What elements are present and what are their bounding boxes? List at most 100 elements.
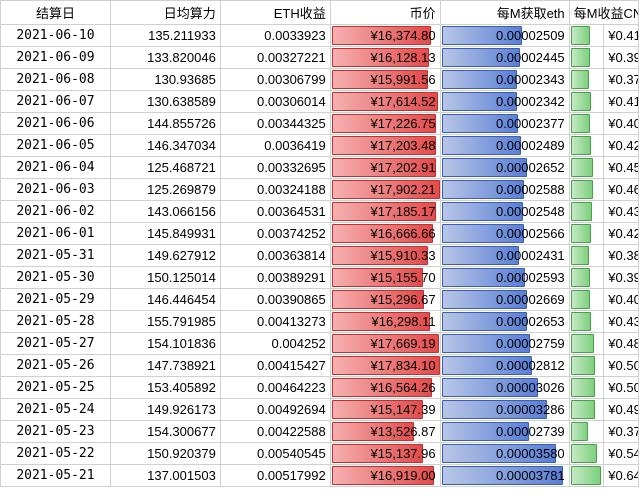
cell-date: 2021-05-21 xyxy=(1,465,111,487)
cell-price: ¥16,374.80 xyxy=(330,25,440,47)
cell-price: ¥17,202.91 xyxy=(330,157,440,179)
databar-green xyxy=(571,268,590,287)
cell-price: ¥17,185.17 xyxy=(330,201,440,223)
cell-cnybar xyxy=(569,355,604,377)
cell-pereth: 0.00002669 xyxy=(440,289,569,311)
table-row: 2021-05-26147.7389210.00415427¥17,834.10… xyxy=(1,355,639,377)
cell-eth: 0.00492694 xyxy=(220,399,330,421)
cell-eth: 0.0036419 xyxy=(220,135,330,157)
cell-text: 0.00002566 xyxy=(445,223,565,244)
cell-price: ¥15,147.39 xyxy=(330,399,440,421)
databar-green xyxy=(571,202,592,221)
cell-cnybar xyxy=(569,289,604,311)
cell-date: 2021-05-31 xyxy=(1,245,111,267)
cell-cny: ¥0.488 xyxy=(604,333,639,355)
col-header-cnybar: 每M收益CNY xyxy=(569,1,638,25)
cell-cnybar xyxy=(569,69,604,91)
cell-cnybar xyxy=(569,113,604,135)
cell-text: 0.00002759 xyxy=(445,333,565,354)
cell-cny: ¥0.501 xyxy=(604,355,639,377)
cell-pereth: 0.00002593 xyxy=(440,267,569,289)
table-row: 2021-06-03125.2698790.00324188¥17,902.21… xyxy=(1,179,639,201)
cell-pereth: 0.00002548 xyxy=(440,201,569,223)
databar-green xyxy=(571,136,592,155)
table-header-row: 结算日日均算力ETH收益币价每M获取eth每M收益CNY xyxy=(1,1,639,25)
cell-hash: 147.738921 xyxy=(110,355,220,377)
cell-text: ¥13,526.87 xyxy=(335,421,436,442)
cell-price: ¥17,902.21 xyxy=(330,179,440,201)
cell-cny: ¥0.542 xyxy=(604,443,639,465)
table-row: 2021-06-05146.3470340.0036419¥17,203.480… xyxy=(1,135,639,157)
cell-text: 0.00003026 xyxy=(445,377,565,398)
cell-text: 0.00002509 xyxy=(445,25,565,46)
cell-hash: 144.855726 xyxy=(110,113,220,135)
cell-eth: 0.00332695 xyxy=(220,157,330,179)
cell-cny: ¥0.428 xyxy=(604,223,639,245)
cell-hash: 155.791985 xyxy=(110,311,220,333)
cell-pereth: 0.00002588 xyxy=(440,179,569,201)
cell-date: 2021-06-08 xyxy=(1,69,111,91)
cell-hash: 150.920379 xyxy=(110,443,220,465)
cell-price: ¥16,298.11 xyxy=(330,311,440,333)
cell-pereth: 0.00002566 xyxy=(440,223,569,245)
cell-date: 2021-06-09 xyxy=(1,47,111,69)
databar-green xyxy=(571,466,602,485)
table-row: 2021-06-01145.8499310.00374252¥16,666.66… xyxy=(1,223,639,245)
cell-cny: ¥0.501 xyxy=(604,377,639,399)
cell-pereth: 0.00002759 xyxy=(440,333,569,355)
cell-date: 2021-05-25 xyxy=(1,377,111,399)
table-row: 2021-05-23154.3006770.00422588¥13,526.87… xyxy=(1,421,639,443)
cell-date: 2021-06-07 xyxy=(1,91,111,113)
cell-text: ¥17,226.75 xyxy=(335,113,436,134)
cell-date: 2021-05-24 xyxy=(1,399,111,421)
cell-text: 0.00002377 xyxy=(445,113,565,134)
cell-pereth: 0.00003580 xyxy=(440,443,569,465)
cell-hash: 143.066156 xyxy=(110,201,220,223)
cell-text: ¥15,155.70 xyxy=(335,267,436,288)
databar-green xyxy=(571,246,590,265)
table-row: 2021-06-02143.0661560.00364531¥17,185.17… xyxy=(1,201,639,223)
cell-cny: ¥0.370 xyxy=(604,421,639,443)
cell-text: ¥17,203.48 xyxy=(335,135,436,156)
cell-eth: 0.00389291 xyxy=(220,267,330,289)
cell-hash: 149.627912 xyxy=(110,245,220,267)
table-row: 2021-05-22150.9203790.00540545¥15,137.96… xyxy=(1,443,639,465)
cell-hash: 154.300677 xyxy=(110,421,220,443)
cell-cnybar xyxy=(569,201,604,223)
cell-hash: 125.269879 xyxy=(110,179,220,201)
databar-green xyxy=(571,334,594,353)
cell-hash: 146.446454 xyxy=(110,289,220,311)
cell-eth: 0.00363814 xyxy=(220,245,330,267)
cell-cny: ¥0.413 xyxy=(604,91,639,113)
cell-eth: 0.00364531 xyxy=(220,201,330,223)
databar-green xyxy=(571,224,592,243)
cell-pereth: 0.00002342 xyxy=(440,91,569,113)
cell-text: ¥16,666.66 xyxy=(335,223,436,244)
cell-pereth: 0.00002343 xyxy=(440,69,569,91)
cell-text: 0.00003781 xyxy=(445,465,565,486)
col-header-price: 币价 xyxy=(330,1,440,25)
cell-eth: 0.0033923 xyxy=(220,25,330,47)
cell-pereth: 0.00002489 xyxy=(440,135,569,157)
cell-price: ¥15,137.96 xyxy=(330,443,440,465)
cell-cnybar xyxy=(569,465,604,487)
cell-text: 0.00002669 xyxy=(445,289,565,310)
cell-cnybar xyxy=(569,179,604,201)
databar-green xyxy=(571,356,595,375)
cell-price: ¥16,919.00 xyxy=(330,465,440,487)
databar-green xyxy=(571,114,591,133)
cell-text: ¥17,614.52 xyxy=(335,91,436,112)
cell-text: 0.00002343 xyxy=(445,69,565,90)
databar-green xyxy=(571,312,592,331)
cell-text: ¥16,128.13 xyxy=(335,47,436,68)
cell-date: 2021-06-03 xyxy=(1,179,111,201)
cell-date: 2021-06-06 xyxy=(1,113,111,135)
col-header-date: 结算日 xyxy=(1,1,111,25)
databar-green xyxy=(571,422,589,441)
cell-cnybar xyxy=(569,311,604,333)
cell-cnybar xyxy=(569,47,604,69)
cell-cnybar xyxy=(569,91,604,113)
cell-text: ¥15,991.56 xyxy=(335,69,436,90)
table-row: 2021-05-24149.9261730.00492694¥15,147.39… xyxy=(1,399,639,421)
cell-date: 2021-05-30 xyxy=(1,267,111,289)
